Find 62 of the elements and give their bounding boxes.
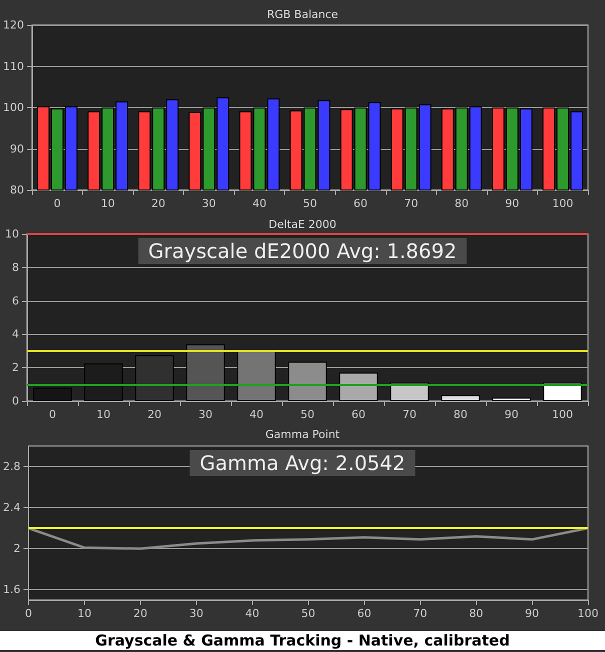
y-tick-label: 2.8 (2, 460, 20, 474)
x-tick-label: 60 (357, 607, 372, 620)
annotation: Grayscale dE2000 Avg: 1.8692 (148, 239, 457, 263)
y-tick-label: 90 (10, 142, 24, 156)
chart-title: Gamma Point (265, 428, 340, 441)
y-tick-label: 6 (12, 294, 19, 308)
x-tick-label: 80 (454, 408, 468, 421)
y-tick-label: 4 (12, 328, 19, 341)
x-tick-label: 70 (413, 607, 428, 620)
x-tick-label: 50 (300, 408, 314, 421)
x-tick-label: 30 (198, 408, 212, 421)
y-tick-label: 10 (5, 228, 19, 240)
x-tick-label: 40 (250, 408, 264, 421)
y-tick-label: 2 (12, 361, 19, 374)
x-tick-label: 40 (245, 607, 260, 620)
x-tick-label: 60 (352, 408, 366, 421)
x-tick-label: 50 (303, 197, 317, 210)
x-tick-label: 40 (252, 197, 266, 210)
bar (33, 388, 72, 401)
bar (237, 350, 276, 401)
x-tick-label: 20 (133, 607, 148, 620)
y-tick-label: 2 (13, 542, 20, 556)
bar (441, 395, 480, 401)
y-tick-label: 80 (10, 184, 24, 196)
x-tick-label: 80 (469, 607, 484, 620)
chart-title: RGB Balance (266, 8, 338, 21)
x-tick-label: 20 (148, 408, 162, 421)
x-tick-label: 100 (578, 607, 598, 620)
x-tick-label: 90 (525, 607, 540, 620)
y-tick-label: 2.4 (2, 501, 20, 514)
x-tick-label: 20 (151, 197, 166, 210)
x-tick-label: 0 (49, 408, 56, 421)
bar (492, 398, 531, 401)
x-tick-label: 80 (454, 197, 469, 210)
x-tick-label: 90 (505, 197, 520, 210)
chart-title: DeltaE 2000 (268, 218, 336, 231)
x-tick-label: 30 (202, 197, 216, 210)
y-tick-label: 110 (2, 60, 24, 73)
x-tick-label: 50 (301, 607, 316, 620)
y-tick-label: 0 (12, 394, 19, 408)
x-tick-label: 100 (552, 197, 574, 210)
text: Grayscale & Gamma Tracking - Native, calibrated (95, 632, 510, 650)
bar (288, 362, 327, 401)
x-tick-label: 30 (189, 607, 204, 620)
y-tick-label: 100 (2, 101, 24, 114)
x-tick-label: 10 (77, 607, 92, 620)
y-tick-label: 1.6 (2, 583, 20, 596)
x-tick-label: 60 (354, 197, 368, 210)
x-tick-label: 70 (402, 408, 416, 421)
x-tick-label: 10 (96, 408, 110, 421)
x-tick-label: 0 (54, 197, 61, 210)
x-tick-label: 90 (504, 408, 518, 421)
x-tick-label: 70 (404, 197, 418, 210)
x-tick-label: 10 (100, 197, 115, 210)
bar (186, 344, 225, 401)
x-tick-label: 100 (552, 408, 573, 421)
annotation: Gamma Avg: 2.0542 (200, 451, 406, 475)
y-tick-label: 120 (2, 18, 24, 32)
x-tick-label: 0 (24, 607, 32, 620)
bar (135, 355, 174, 401)
line-series (27, 526, 590, 550)
y-tick-label: 8 (12, 260, 19, 274)
